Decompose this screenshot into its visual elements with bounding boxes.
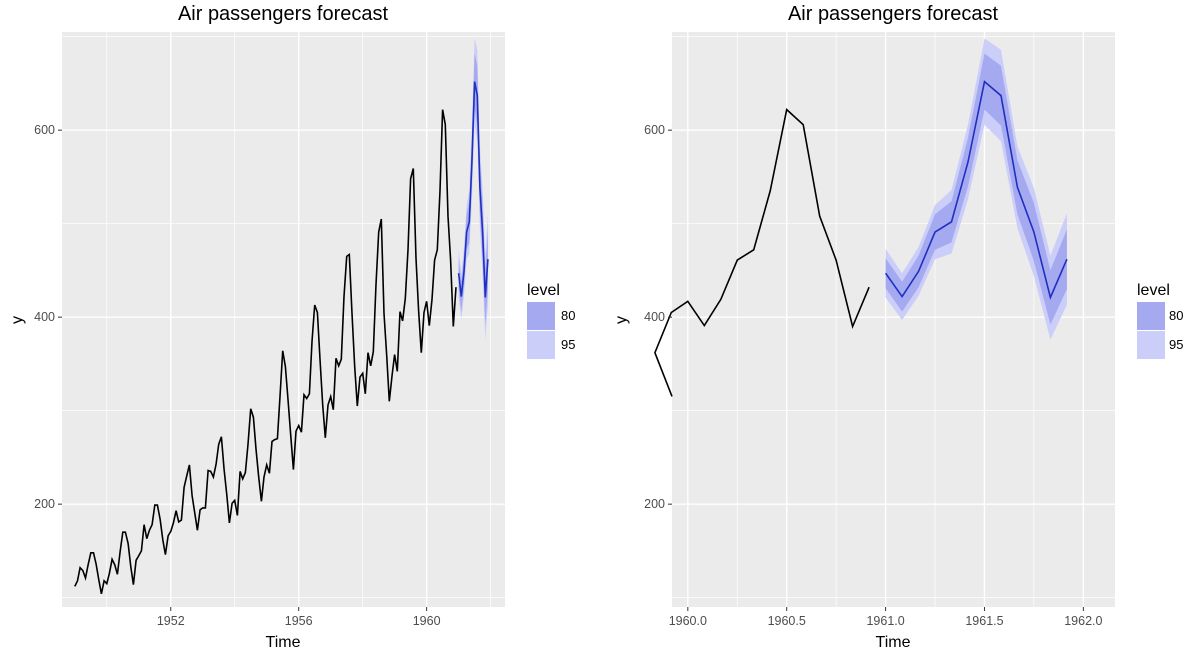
right-y-tick-label: 600 [644, 123, 665, 137]
left-history-line [74, 109, 457, 595]
right-chart: Air passengers forecast 200 400 600 1960.0… [613, 3, 1183, 651]
left-x-tick-label: 1960 [413, 614, 441, 628]
right-forecast-line [884, 80, 1068, 300]
left-legend-label-95: 95 [561, 337, 575, 352]
right-band-95 [885, 38, 1067, 340]
right-chart-title: Air passengers forecast [788, 3, 999, 25]
right-y-axis-title: y [613, 316, 630, 324]
left-forecast-line [457, 81, 489, 298]
right-legend-label-80: 80 [1169, 308, 1183, 323]
left-legend-key-95 [527, 331, 555, 359]
right-x-tick-label: 1962.0 [1064, 614, 1102, 628]
left-y-tick-label: 600 [34, 123, 55, 137]
right-x-tick-label: 1960.0 [669, 614, 707, 628]
left-x-tick-label: 1956 [285, 614, 313, 628]
left-band-95 [458, 38, 488, 340]
right-gridlines [672, 32, 1115, 607]
left-plot-panel [62, 32, 505, 607]
left-x-tick-label: 1952 [157, 614, 185, 628]
right-x-ticks: 1960.0 1960.5 1961.0 1961.5 1962.0 [669, 607, 1103, 628]
right-x-tick-label: 1961.0 [866, 614, 904, 628]
right-y-ticks: 200 400 600 [644, 123, 672, 511]
right-y-tick-label: 200 [644, 497, 665, 511]
right-legend-key-95 [1137, 331, 1165, 359]
left-x-axis-title: Time [266, 634, 301, 651]
right-band-80 [885, 53, 1067, 325]
left-chart-title: Air passengers forecast [178, 3, 389, 25]
left-x-ticks: 1952 1956 1960 [157, 607, 441, 628]
right-x-tick-label: 1960.5 [768, 614, 806, 628]
right-x-tick-label: 1961.5 [965, 614, 1003, 628]
right-legend-label-95: 95 [1169, 337, 1183, 352]
left-y-axis-title: y [9, 316, 26, 324]
left-legend-title: level [527, 282, 560, 299]
left-y-ticks: 200 400 600 [34, 123, 62, 511]
left-forecast-bands [458, 38, 488, 340]
right-history-line [654, 108, 870, 397]
left-legend: level 80 95 [527, 282, 575, 359]
left-legend-label-80: 80 [561, 308, 575, 323]
right-legend-title: level [1137, 282, 1170, 299]
left-y-tick-label: 400 [34, 310, 55, 324]
left-gridlines [62, 32, 505, 607]
right-x-axis-title: Time [876, 634, 911, 651]
left-band-80 [458, 53, 488, 325]
right-legend-key-80 [1137, 302, 1165, 330]
left-y-tick-label: 200 [34, 497, 55, 511]
right-legend: level 80 95 [1137, 282, 1183, 359]
right-y-tick-label: 400 [644, 310, 665, 324]
right-forecast-bands [885, 38, 1067, 340]
left-legend-key-80 [527, 302, 555, 330]
right-plot-panel [672, 32, 1115, 607]
